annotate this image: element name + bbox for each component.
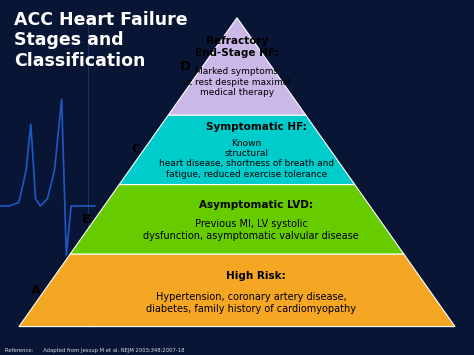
Polygon shape (168, 18, 306, 115)
Text: Refractory
End-Stage HF:: Refractory End-Stage HF: (195, 36, 279, 58)
Text: C: C (131, 143, 141, 156)
Text: D: D (180, 60, 191, 73)
Text: Symptomatic HF:: Symptomatic HF: (206, 122, 306, 132)
Text: Hypertension, coronary artery disease,
diabetes, family history of cardiomyopath: Hypertension, coronary artery disease, d… (146, 292, 356, 313)
Text: Asymptomatic LVD:: Asymptomatic LVD: (199, 200, 313, 210)
Polygon shape (70, 185, 404, 254)
Text: Reference:      Adapted from Jessup M et al. NEJM 2003;348:2007-18: Reference: Adapted from Jessup M et al. … (5, 348, 184, 353)
Text: ACC Heart Failure
Stages and
Classification: ACC Heart Failure Stages and Classificat… (14, 11, 188, 70)
Polygon shape (119, 115, 355, 185)
Text: A: A (31, 284, 41, 297)
Text: Previous MI, LV systolic
dysfunction, asymptomatic valvular disease: Previous MI, LV systolic dysfunction, as… (143, 219, 359, 241)
Text: High Risk:: High Risk: (226, 271, 286, 281)
Text: Known
structural
heart disease, shortness of breath and
fatigue, reduced exercis: Known structural heart disease, shortnes… (159, 138, 334, 179)
Text: B: B (82, 213, 92, 226)
Polygon shape (19, 254, 455, 327)
Text: Marked symptoms
at rest despite maximal
medical therapy: Marked symptoms at rest despite maximal … (183, 67, 291, 97)
